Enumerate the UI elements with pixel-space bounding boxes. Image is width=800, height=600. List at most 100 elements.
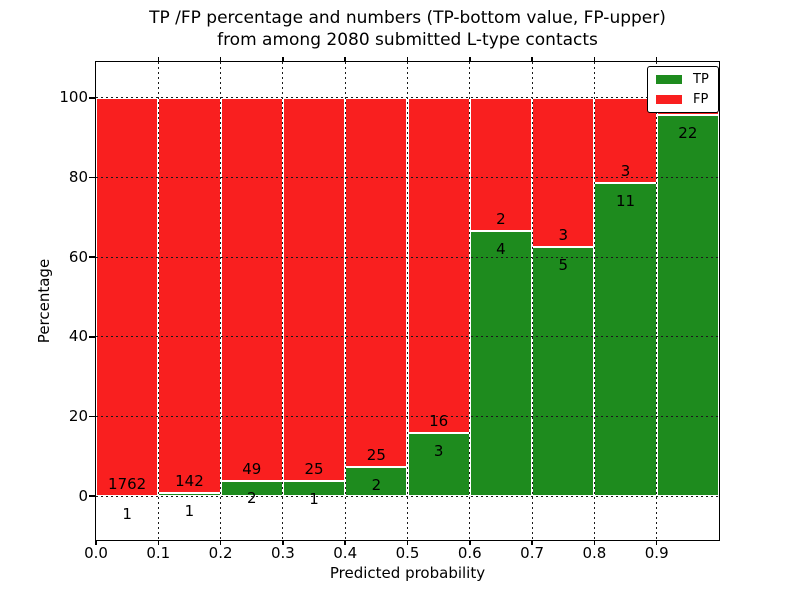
gridline-vertical [531,62,533,540]
legend-item-label: FP [693,92,709,107]
y-tick-mark [89,415,95,418]
x-tick-mark [593,540,596,545]
x-tick-mark [95,540,97,545]
legend-item: FP [656,93,709,106]
fp-bar-segment [158,97,221,494]
fp-count-label: 25 [366,445,386,464]
y-tick-mark [89,336,95,338]
y-tick-label: 20 [68,407,88,426]
gridline-vertical [157,62,159,540]
x-tick-mark [469,540,471,545]
x-tick-mark-top [157,57,160,62]
gridline-vertical [656,62,658,540]
x-tick-label: 0.0 [84,544,108,562]
tp-bar-segment [594,183,657,497]
fp-count-label: 142 [175,472,204,491]
fp-count-label: 49 [242,459,262,478]
tp-bar-segment [220,480,283,497]
x-tick-mark-top [282,57,284,62]
fp-bar-segment [594,97,657,184]
y-tick-mark [89,495,95,497]
tp-bar-segment [345,466,408,497]
chart-title-line2: from among 2080 submitted L-type contact… [217,30,598,51]
legend: TP FP [647,66,719,113]
x-tick-mark-top [406,57,409,62]
tp-count-label: 1 [309,489,319,508]
tp-count-label: 2 [246,489,257,508]
x-tick-mark [531,540,533,545]
gridline-horizontal [96,336,719,338]
gridline-vertical [220,62,222,540]
fp-bar-segment [407,97,470,434]
plot-area: 1762 1 142 1 49 2 25 1 25 2 16 3 2 4 3 5 3 11 22 [96,62,719,540]
tp-count-label: 4 [496,239,506,258]
x-tick-mark [406,540,409,545]
tp-count-label: 5 [558,256,569,275]
x-tick-mark-top [655,57,658,62]
gridline-vertical [344,62,346,540]
fp-bar-segment [469,97,533,231]
x-tick-mark [157,540,160,545]
tp-count-label: 1 [184,502,195,521]
x-tick-mark [344,540,346,545]
y-tick-label: 60 [68,247,88,266]
chart-title-line1: TP /FP percentage and numbers (TP-bottom… [149,8,666,28]
legend-item: TP [656,73,709,86]
fp-count-label: 3 [558,226,569,245]
x-tick-mark [282,540,284,545]
fp-bar-segment [532,97,595,248]
tp-bar-segment [469,230,533,497]
gridline-vertical [282,62,284,540]
x-tick-label: 0.8 [582,544,607,562]
x-tick-label: 0.6 [457,544,482,562]
y-tick-label: 0 [78,486,88,505]
gridline-horizontal [96,97,719,99]
x-tick-label: 0.3 [270,544,295,562]
gridline-horizontal [96,256,719,258]
chart-title: TP /FP percentage and numbers (TP-bottom… [96,7,719,52]
gridline-horizontal [96,495,719,497]
x-tick-label: 0.1 [146,544,171,562]
x-tick-label: 0.7 [520,544,545,562]
y-tick-mark [89,256,95,258]
y-tick-label: 100 [59,88,88,107]
x-tick-mark-top [219,57,222,62]
fp-count-label: 1762 [108,475,147,493]
gridline-vertical [469,62,471,540]
tp-legend-swatch-icon [656,75,682,84]
tp-count-label: 3 [433,442,444,461]
x-tick-mark [219,540,222,545]
gridline-horizontal [96,177,719,179]
fp-bar-segment [220,97,283,481]
fp-count-label: 25 [304,459,324,478]
tp-count-label: 2 [371,475,382,494]
x-tick-mark [655,540,658,545]
y-tick-mark [89,176,95,179]
gridline-vertical [593,62,595,540]
tp-count-label: 1 [122,504,132,523]
tp-bar-segment [282,480,346,497]
tp-count-label: 11 [616,192,636,211]
fp-bar-segment [96,97,159,496]
fp-count-label: 16 [429,412,449,431]
x-tick-label: 0.2 [208,544,233,562]
tp-bar-segment [656,115,719,497]
legend-item-label: TP [693,72,709,87]
y-tick-label: 80 [68,168,88,187]
fp-count-label: 3 [620,162,631,181]
fp-bar-segment [345,97,408,467]
y-tick-mark [89,97,95,99]
x-tick-mark-top [531,57,533,62]
gridline-vertical [407,62,408,540]
fp-bar-segment [282,97,346,481]
x-tick-mark-top [593,57,596,62]
fp-legend-swatch-icon [656,95,682,104]
y-tick-label: 40 [68,327,88,346]
x-tick-mark-top [344,57,346,62]
tp-count-label: 22 [678,124,698,143]
x-tick-label: 0.9 [644,544,669,562]
x-axis-label: Predicted probability [329,564,486,582]
gridline-horizontal [96,416,719,418]
tp-bar-segment [532,247,595,497]
